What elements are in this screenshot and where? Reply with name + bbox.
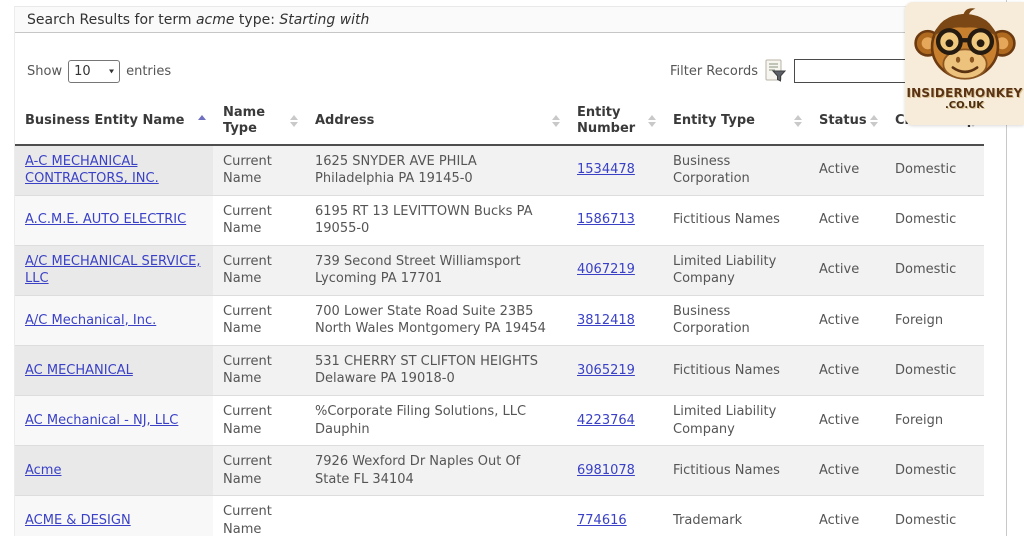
citizenship-cell: Domestic: [885, 445, 984, 496]
entity-type-cell: Business Corporation: [663, 294, 809, 346]
insidermonkey-logo: INSIDERMONKEY .CO.UK: [905, 2, 1024, 125]
name-type-cell: Current Name: [213, 144, 305, 196]
table-controls: Show 10 ▾ entries Filter Records: [15, 33, 1006, 97]
name-type-cell: Current Name: [213, 244, 305, 296]
status-cell: Active: [809, 495, 885, 536]
name-type-cell: Current Name: [213, 194, 305, 246]
table-row: A/C MECHANICAL SERVICE, LLC Current Name…: [15, 244, 984, 296]
column-header-address[interactable]: Address: [305, 99, 567, 146]
citizenship-cell: Domestic: [885, 344, 984, 396]
entity-type-cell: Business Corporation: [663, 144, 809, 196]
entity-name-link[interactable]: ACME & DESIGN: [25, 512, 131, 528]
show-label: Show: [27, 63, 63, 79]
table-row: A-C MECHANICAL CONTRACTORS, INC. Current…: [15, 144, 984, 196]
status-cell: Active: [809, 194, 885, 246]
sort-icon: [870, 115, 878, 128]
entity-number-link[interactable]: 6981078: [577, 462, 635, 478]
entity-type-cell: Fictitious Names: [663, 194, 809, 246]
entity-name-link[interactable]: A.C.M.E. AUTO ELECTRIC: [25, 212, 187, 228]
entity-number-link[interactable]: 3065219: [577, 362, 635, 378]
entries-select[interactable]: 10 ▾: [68, 59, 121, 83]
status-cell: Active: [809, 394, 885, 446]
table-row: AC Mechanical - NJ, LLC Current Name %Co…: [15, 394, 984, 446]
name-type-cell: Current Name: [213, 495, 305, 536]
entity-name-link[interactable]: A/C Mechanical, Inc.: [25, 312, 157, 328]
search-term: acme: [195, 12, 235, 28]
entity-type-cell: Fictitious Names: [663, 445, 809, 496]
entries-label: entries: [126, 63, 172, 79]
table-row: A/C Mechanical, Inc. Current Name 700 Lo…: [15, 294, 984, 346]
column-header-status[interactable]: Status: [809, 99, 885, 146]
citizenship-cell: Foreign: [885, 394, 984, 446]
sort-icon: [648, 115, 656, 128]
entity-name-link[interactable]: AC Mechanical - NJ, LLC: [25, 412, 179, 428]
entity-name-link[interactable]: Acme: [25, 462, 62, 478]
status-cell: Active: [809, 244, 885, 296]
search-type: Starting with: [279, 12, 370, 28]
entity-number-link[interactable]: 4067219: [577, 262, 635, 278]
table-row: AC MECHANICAL Current Name 531 CHERRY ST…: [15, 344, 984, 396]
show-entries-control: Show 10 ▾ entries: [27, 59, 172, 83]
search-results-table: Business Entity Name Name Type Address Enti…: [15, 99, 984, 536]
column-header-business-entity-name[interactable]: Business Entity Name: [15, 99, 213, 146]
sort-ascending-icon: [198, 115, 206, 127]
search-results-panel: Search Results for term acme type: Start…: [14, 6, 1007, 536]
address-cell: 739 Second Street Williamsport Lycoming …: [305, 244, 567, 296]
status-cell: Active: [809, 294, 885, 346]
entity-type-cell: Limited Liability Company: [663, 244, 809, 296]
monkey-icon: [913, 8, 1017, 89]
name-type-cell: Current Name: [213, 394, 305, 446]
entity-number-link[interactable]: 1534478: [577, 162, 635, 178]
address-cell: %Corporate Filing Solutions, LLC Dauphin: [305, 394, 567, 446]
name-type-cell: Current Name: [213, 344, 305, 396]
sort-icon: [290, 115, 298, 128]
status-cell: Active: [809, 445, 885, 496]
citizenship-cell: Domestic: [885, 194, 984, 246]
title-prefix: Search Results for term: [27, 12, 196, 28]
status-cell: Active: [809, 144, 885, 196]
address-cell: 531 CHERRY ST CLIFTON HEIGHTS Delaware P…: [305, 344, 567, 396]
address-cell: 6195 RT 13 LEVITTOWN Bucks PA 19055-0: [305, 194, 567, 246]
title-middle: type:: [234, 12, 280, 28]
citizenship-cell: Domestic: [885, 244, 984, 296]
address-cell: 700 Lower State Road Suite 23B5 North Wa…: [305, 294, 567, 346]
address-cell: [305, 495, 567, 536]
entity-type-cell: Limited Liability Company: [663, 394, 809, 446]
address-cell: 1625 SNYDER AVE PHILA Philadelphia PA 19…: [305, 144, 567, 196]
table-row: ACME & DESIGN Current Name 774616 Tradem…: [15, 495, 984, 536]
filter-icon[interactable]: [765, 59, 787, 83]
entity-number-link[interactable]: 774616: [577, 512, 627, 528]
table-header-row: Business Entity Name Name Type Address Enti…: [15, 99, 984, 146]
column-header-entity-type[interactable]: Entity Type: [663, 99, 809, 146]
name-type-cell: Current Name: [213, 445, 305, 496]
results-title-bar: Search Results for term acme type: Start…: [15, 6, 1006, 33]
logo-domain-text: .CO.UK: [944, 100, 985, 111]
name-type-cell: Current Name: [213, 294, 305, 346]
column-header-name-type[interactable]: Name Type: [213, 99, 305, 146]
entity-name-link[interactable]: A/C MECHANICAL SERVICE, LLC: [25, 253, 201, 287]
table-row: A.C.M.E. AUTO ELECTRIC Current Name 6195…: [15, 194, 984, 246]
column-header-entity-number[interactable]: Entity Number: [567, 99, 663, 146]
address-cell: 7926 Wexford Dr Naples Out Of State FL 3…: [305, 445, 567, 496]
entity-number-link[interactable]: 4223764: [577, 412, 635, 428]
filter-records-label: Filter Records: [669, 63, 758, 79]
logo-text: INSIDERMONKEY: [906, 86, 1023, 100]
chevron-down-icon: ▾: [109, 66, 115, 76]
sort-icon: [552, 115, 560, 128]
entity-number-link[interactable]: 3812418: [577, 312, 635, 328]
entity-name-link[interactable]: A-C MECHANICAL CONTRACTORS, INC.: [25, 153, 159, 187]
entity-type-cell: Fictitious Names: [663, 344, 809, 396]
citizenship-cell: Domestic: [885, 144, 984, 196]
citizenship-cell: Foreign: [885, 294, 984, 346]
entries-select-value: 10: [74, 63, 91, 79]
entity-name-link[interactable]: AC MECHANICAL: [25, 362, 133, 378]
citizenship-cell: Domestic: [885, 495, 984, 536]
table-row: Acme Current Name 7926 Wexford Dr Naples…: [15, 445, 984, 496]
status-cell: Active: [809, 344, 885, 396]
entity-type-cell: Trademark: [663, 495, 809, 536]
entity-number-link[interactable]: 1586713: [577, 212, 635, 228]
panel-right-border: [1006, 0, 1007, 536]
sort-icon: [794, 115, 802, 128]
